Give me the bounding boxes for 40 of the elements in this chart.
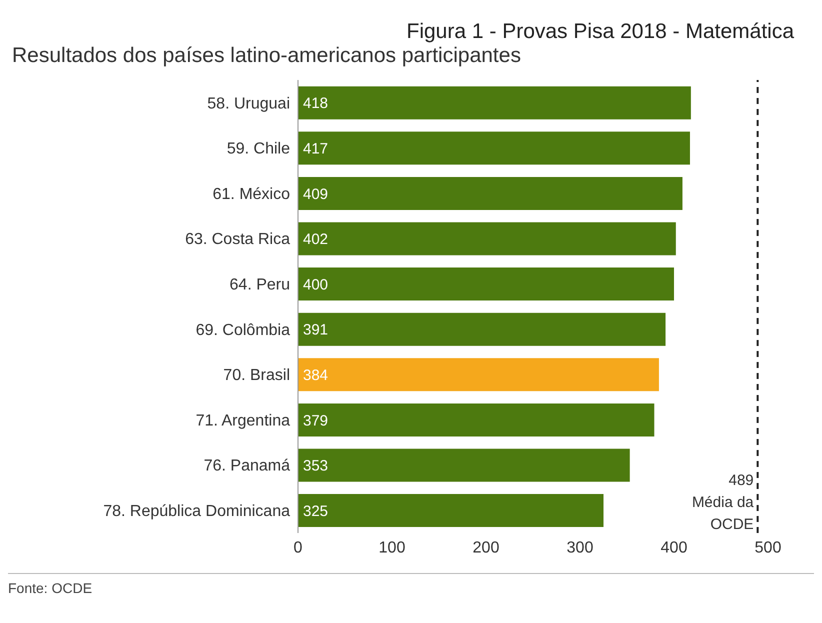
bar bbox=[298, 132, 690, 165]
x-tick-label: 0 bbox=[294, 539, 303, 556]
y-tick-label: 71. Argentina bbox=[196, 412, 290, 430]
chart-title: Figura 1 - Provas Pisa 2018 - Matemática bbox=[406, 19, 795, 44]
bar bbox=[298, 358, 659, 392]
chart-subtitle: Resultados dos países latino-americanos participantes bbox=[11, 44, 522, 68]
y-tick-label: 59. Chile bbox=[226, 140, 290, 158]
bar bbox=[298, 494, 604, 528]
y-tick-label: 78. República Dominicana bbox=[103, 503, 290, 520]
y-tick-label: 64. Peru bbox=[230, 276, 290, 294]
x-tick-label: 400 bbox=[660, 539, 688, 556]
data-label: 400 bbox=[303, 276, 328, 294]
data-label: 418 bbox=[303, 95, 328, 112]
data-label: 409 bbox=[303, 186, 328, 203]
data-label: 379 bbox=[303, 412, 328, 430]
data-label: 325 bbox=[303, 502, 328, 520]
y-tick-label: 70. Brasil bbox=[223, 367, 290, 384]
bar bbox=[298, 312, 666, 346]
y-tick-label: 63. Costa Rica bbox=[185, 231, 290, 248]
y-tick-label: 69. Colômbia bbox=[196, 322, 290, 339]
bar bbox=[298, 403, 654, 436]
data-label: 384 bbox=[303, 366, 328, 384]
bar bbox=[298, 86, 691, 120]
source-note: Fonte: OCDE bbox=[8, 580, 94, 596]
y-tick-label: 61. México bbox=[212, 186, 290, 203]
ref-line-label: 489 Média da OCDE bbox=[692, 472, 754, 533]
bar bbox=[298, 222, 676, 256]
data-label: 417 bbox=[303, 140, 328, 158]
x-tick-label: 300 bbox=[566, 539, 594, 556]
data-label: 391 bbox=[303, 322, 328, 339]
x-tick-label: 200 bbox=[472, 539, 500, 556]
data-label: 353 bbox=[303, 458, 328, 475]
x-tick-label: 100 bbox=[378, 539, 406, 556]
bar bbox=[298, 176, 682, 210]
bar bbox=[298, 448, 630, 482]
y-tick-label: 58. Uruguai bbox=[207, 95, 290, 112]
data-label: 402 bbox=[303, 231, 328, 248]
x-tick-label: 500 bbox=[754, 539, 782, 556]
bar bbox=[298, 268, 674, 301]
y-tick-label: 76. Panamá bbox=[204, 458, 290, 475]
